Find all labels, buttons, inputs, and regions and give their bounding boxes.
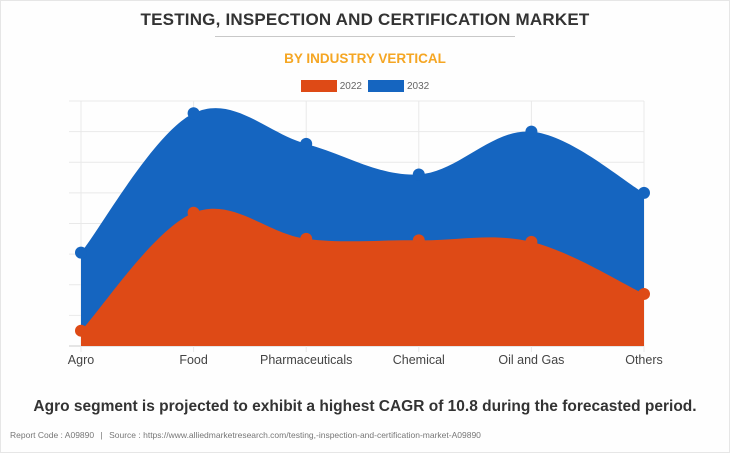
chart-note: Agro segment is projected to exhibit a h… [33, 398, 697, 415]
data-point-2022 [412, 234, 425, 247]
legend-swatch-2032 [368, 80, 404, 92]
chart-title: TESTING, INSPECTION AND CERTIFICATION MA… [140, 10, 590, 29]
x-tick-label: Food [179, 353, 208, 367]
source-link[interactable]: Source : https://www.alliedmarketresearc… [109, 430, 481, 440]
x-tick-label: Pharmaceuticals [260, 353, 352, 367]
x-tick-label: Others [625, 353, 663, 367]
legend-label-2032: 2032 [407, 80, 430, 92]
report-code: Report Code : A09890 [10, 430, 95, 440]
x-tick-label: Oil and Gas [498, 353, 564, 367]
data-point-2022 [187, 206, 200, 219]
x-tick-label: Agro [68, 353, 94, 367]
data-point-2022 [638, 287, 650, 300]
legend: 2022 2032 [0, 80, 730, 92]
data-point-2022 [525, 235, 538, 248]
data-point-2032 [187, 107, 200, 120]
data-point-2022 [75, 324, 87, 337]
footer: Report Code : A09890 | Source : https://… [10, 430, 485, 440]
data-point-2032 [638, 186, 650, 199]
chart-subtitle: BY INDUSTRY VERTICAL [284, 51, 446, 66]
data-point-2032 [412, 168, 425, 181]
legend-label-2022: 2022 [339, 80, 362, 92]
area-series-2022 [81, 208, 644, 346]
data-point-2022 [300, 232, 313, 245]
x-tick-label: Chemical [393, 353, 445, 367]
data-point-2032 [525, 125, 538, 138]
footer-separator: | [100, 430, 103, 440]
data-point-2032 [75, 246, 87, 259]
legend-item-2032[interactable]: 2032 [368, 80, 429, 92]
legend-item-2022[interactable]: 2022 [300, 80, 362, 92]
legend-swatch-2022 [300, 80, 337, 92]
data-point-2032 [300, 137, 313, 150]
title-divider [215, 36, 515, 37]
